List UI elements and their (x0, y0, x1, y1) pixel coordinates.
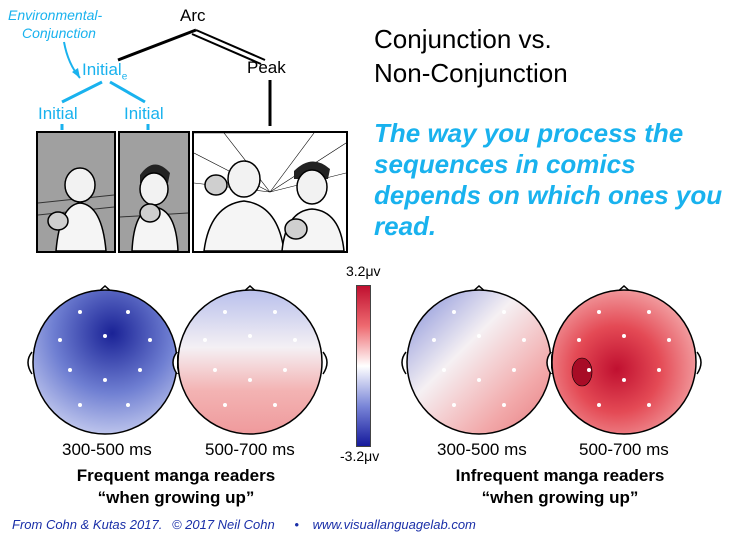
tree-branch-arc-initial (117, 28, 197, 62)
title-line1: Conjunction vs. (374, 24, 552, 54)
group-infrequent-line2: “when growing up” (481, 488, 639, 507)
env-conj-line2: Conjunction (22, 25, 96, 41)
map-2-window: 500-700 ms (205, 440, 295, 459)
comic-panel-3 (192, 131, 348, 253)
comic-panel-2 (118, 131, 190, 253)
initial-left-label: Initial (38, 104, 78, 123)
initial-e-text: Initial (82, 60, 122, 79)
head-map-infrequent-500-700 (546, 284, 702, 435)
env-conj-arrowhead (72, 68, 80, 78)
comic-panel-1 (36, 131, 116, 253)
initial-right-label: Initial (124, 104, 164, 123)
arc-label: Arc (180, 6, 206, 25)
tree-branch-arc-peak-a (195, 29, 266, 61)
tree-branch-initial-right (109, 80, 146, 104)
group-frequent: Frequent manga readers “when growing up” (26, 465, 326, 509)
footer: From Cohn & Kutas 2017. © 2017 Neil Cohn… (12, 517, 482, 532)
colorbar-max-label: 3.2μv (346, 263, 381, 279)
group-infrequent-line1: Infrequent manga readers (455, 466, 665, 485)
head-map-frequent-300-500 (27, 284, 183, 435)
colorbar-min-label: -3.2μv (340, 448, 380, 464)
group-frequent-line1: Frequent manga readers (76, 466, 276, 485)
claim-text: The way you process the sequences in com… (374, 118, 723, 241)
footer-url[interactable]: www.visuallanguagelab.com (312, 517, 476, 532)
head-map-infrequent-300-500 (401, 284, 557, 435)
map-1-window: 300-500 ms (62, 440, 152, 459)
footer-citation: From Cohn & Kutas 2017. (12, 517, 163, 532)
peak-label: Peak (247, 58, 286, 77)
colorbar (356, 285, 371, 447)
footer-copyright: © 2017 Neil Cohn (171, 517, 275, 532)
map-4-window: 500-700 ms (579, 440, 669, 459)
title: Conjunction vs. Non-Conjunction (374, 22, 568, 90)
env-conj-line1: Environmental- (8, 7, 103, 23)
group-infrequent: Infrequent manga readers “when growing u… (410, 465, 710, 509)
footer-bullet: • (294, 517, 299, 532)
tree-diagram (60, 28, 272, 130)
tree-branch-initial-left (61, 80, 103, 104)
head-map-frequent-500-700 (172, 284, 328, 435)
initial-e-label: Initiale (82, 60, 127, 82)
initial-e-subscript: e (121, 71, 128, 83)
group-frequent-line2: “when growing up” (97, 488, 255, 507)
map-3-window: 300-500 ms (437, 440, 527, 459)
title-line2: Non-Conjunction (374, 58, 568, 88)
env-conj-label: Environmental- Conjunction (8, 6, 102, 42)
tree-branch-arc-peak-b (191, 33, 262, 65)
